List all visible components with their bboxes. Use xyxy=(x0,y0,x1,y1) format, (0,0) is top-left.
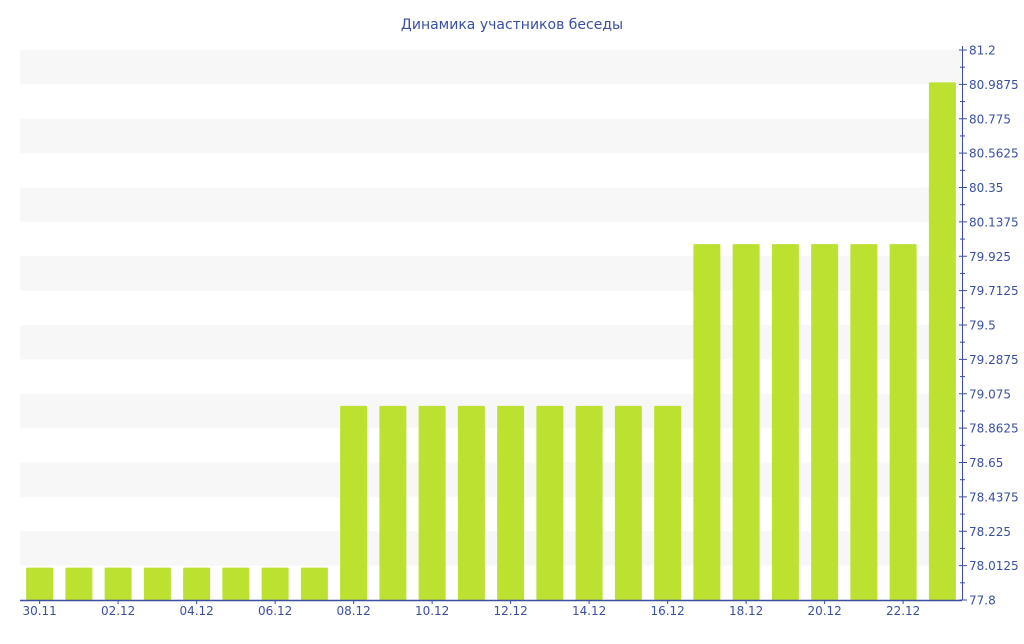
y-tick-label: 79.075 xyxy=(969,387,1011,401)
grid-band xyxy=(20,325,962,360)
grid-band xyxy=(20,393,962,429)
x-tick-label: 04.12 xyxy=(179,604,213,618)
bar-19.12 xyxy=(771,244,799,600)
bar-18.12 xyxy=(732,244,760,600)
x-tick-label: 20.12 xyxy=(807,604,841,618)
bar-05.12 xyxy=(222,567,250,600)
grid-band xyxy=(20,50,962,85)
bar-10.12 xyxy=(418,405,446,600)
x-tick-label: 14.12 xyxy=(572,604,606,618)
x-tick-label: 12.12 xyxy=(493,604,527,618)
bar-12.12 xyxy=(497,405,525,600)
bar-11.12 xyxy=(457,405,485,600)
y-tick-label: 80.5625 xyxy=(969,147,1019,161)
y-tick-label: 79.5 xyxy=(969,319,996,333)
x-tick-label: 02.12 xyxy=(101,604,135,618)
y-tick-label: 79.7125 xyxy=(969,284,1019,298)
bar-22.12 xyxy=(889,244,917,600)
bar-13.12 xyxy=(536,405,564,600)
grid-band xyxy=(20,187,962,222)
bar-20.12 xyxy=(811,244,839,600)
y-tick-label: 80.9875 xyxy=(969,78,1019,92)
y-tick-label: 79.925 xyxy=(969,250,1011,264)
bar-08.12 xyxy=(340,405,368,600)
bar-23.12 xyxy=(928,82,956,600)
y-tick-label: 78.65 xyxy=(969,456,1003,470)
bar-14.12 xyxy=(575,405,603,600)
x-tick-label: 16.12 xyxy=(650,604,684,618)
bar-03.12 xyxy=(143,567,171,600)
grid-band xyxy=(20,118,962,154)
y-tick-label: 81.2 xyxy=(969,44,996,58)
y-tick-label: 79.2875 xyxy=(969,353,1019,367)
bar-04.12 xyxy=(183,567,211,600)
bar-09.12 xyxy=(379,405,407,600)
y-tick-label: 78.225 xyxy=(969,525,1011,539)
bar-07.12 xyxy=(300,567,328,600)
bar-21.12 xyxy=(850,244,878,600)
y-tick-label: 80.1375 xyxy=(969,215,1019,229)
y-tick-label: 78.8625 xyxy=(969,422,1019,436)
bar-06.12 xyxy=(261,567,289,600)
x-tick-label: 10.12 xyxy=(415,604,449,618)
bar-15.12 xyxy=(614,405,642,600)
y-tick-label: 80.35 xyxy=(969,181,1003,195)
bar-16.12 xyxy=(654,405,682,600)
x-tick-label: 30.11 xyxy=(22,604,56,618)
x-tick-label: 22.12 xyxy=(886,604,920,618)
y-tick-label: 77.8 xyxy=(969,594,996,608)
x-tick-label: 06.12 xyxy=(258,604,292,618)
y-tick-label: 78.0125 xyxy=(969,559,1019,573)
chart-title: Динамика участников беседы xyxy=(401,17,623,33)
bar-30.11 xyxy=(26,567,54,600)
grid-band xyxy=(20,462,962,497)
bar-17.12 xyxy=(693,244,721,600)
y-tick-label: 78.4375 xyxy=(969,490,1019,504)
grid-band xyxy=(20,531,962,566)
y-tick-label: 80.775 xyxy=(969,112,1011,126)
grid-band xyxy=(20,256,962,291)
bar-01.12 xyxy=(65,567,93,600)
x-tick-label: 08.12 xyxy=(336,604,370,618)
bar-02.12 xyxy=(104,567,132,600)
x-tick-label: 18.12 xyxy=(729,604,763,618)
